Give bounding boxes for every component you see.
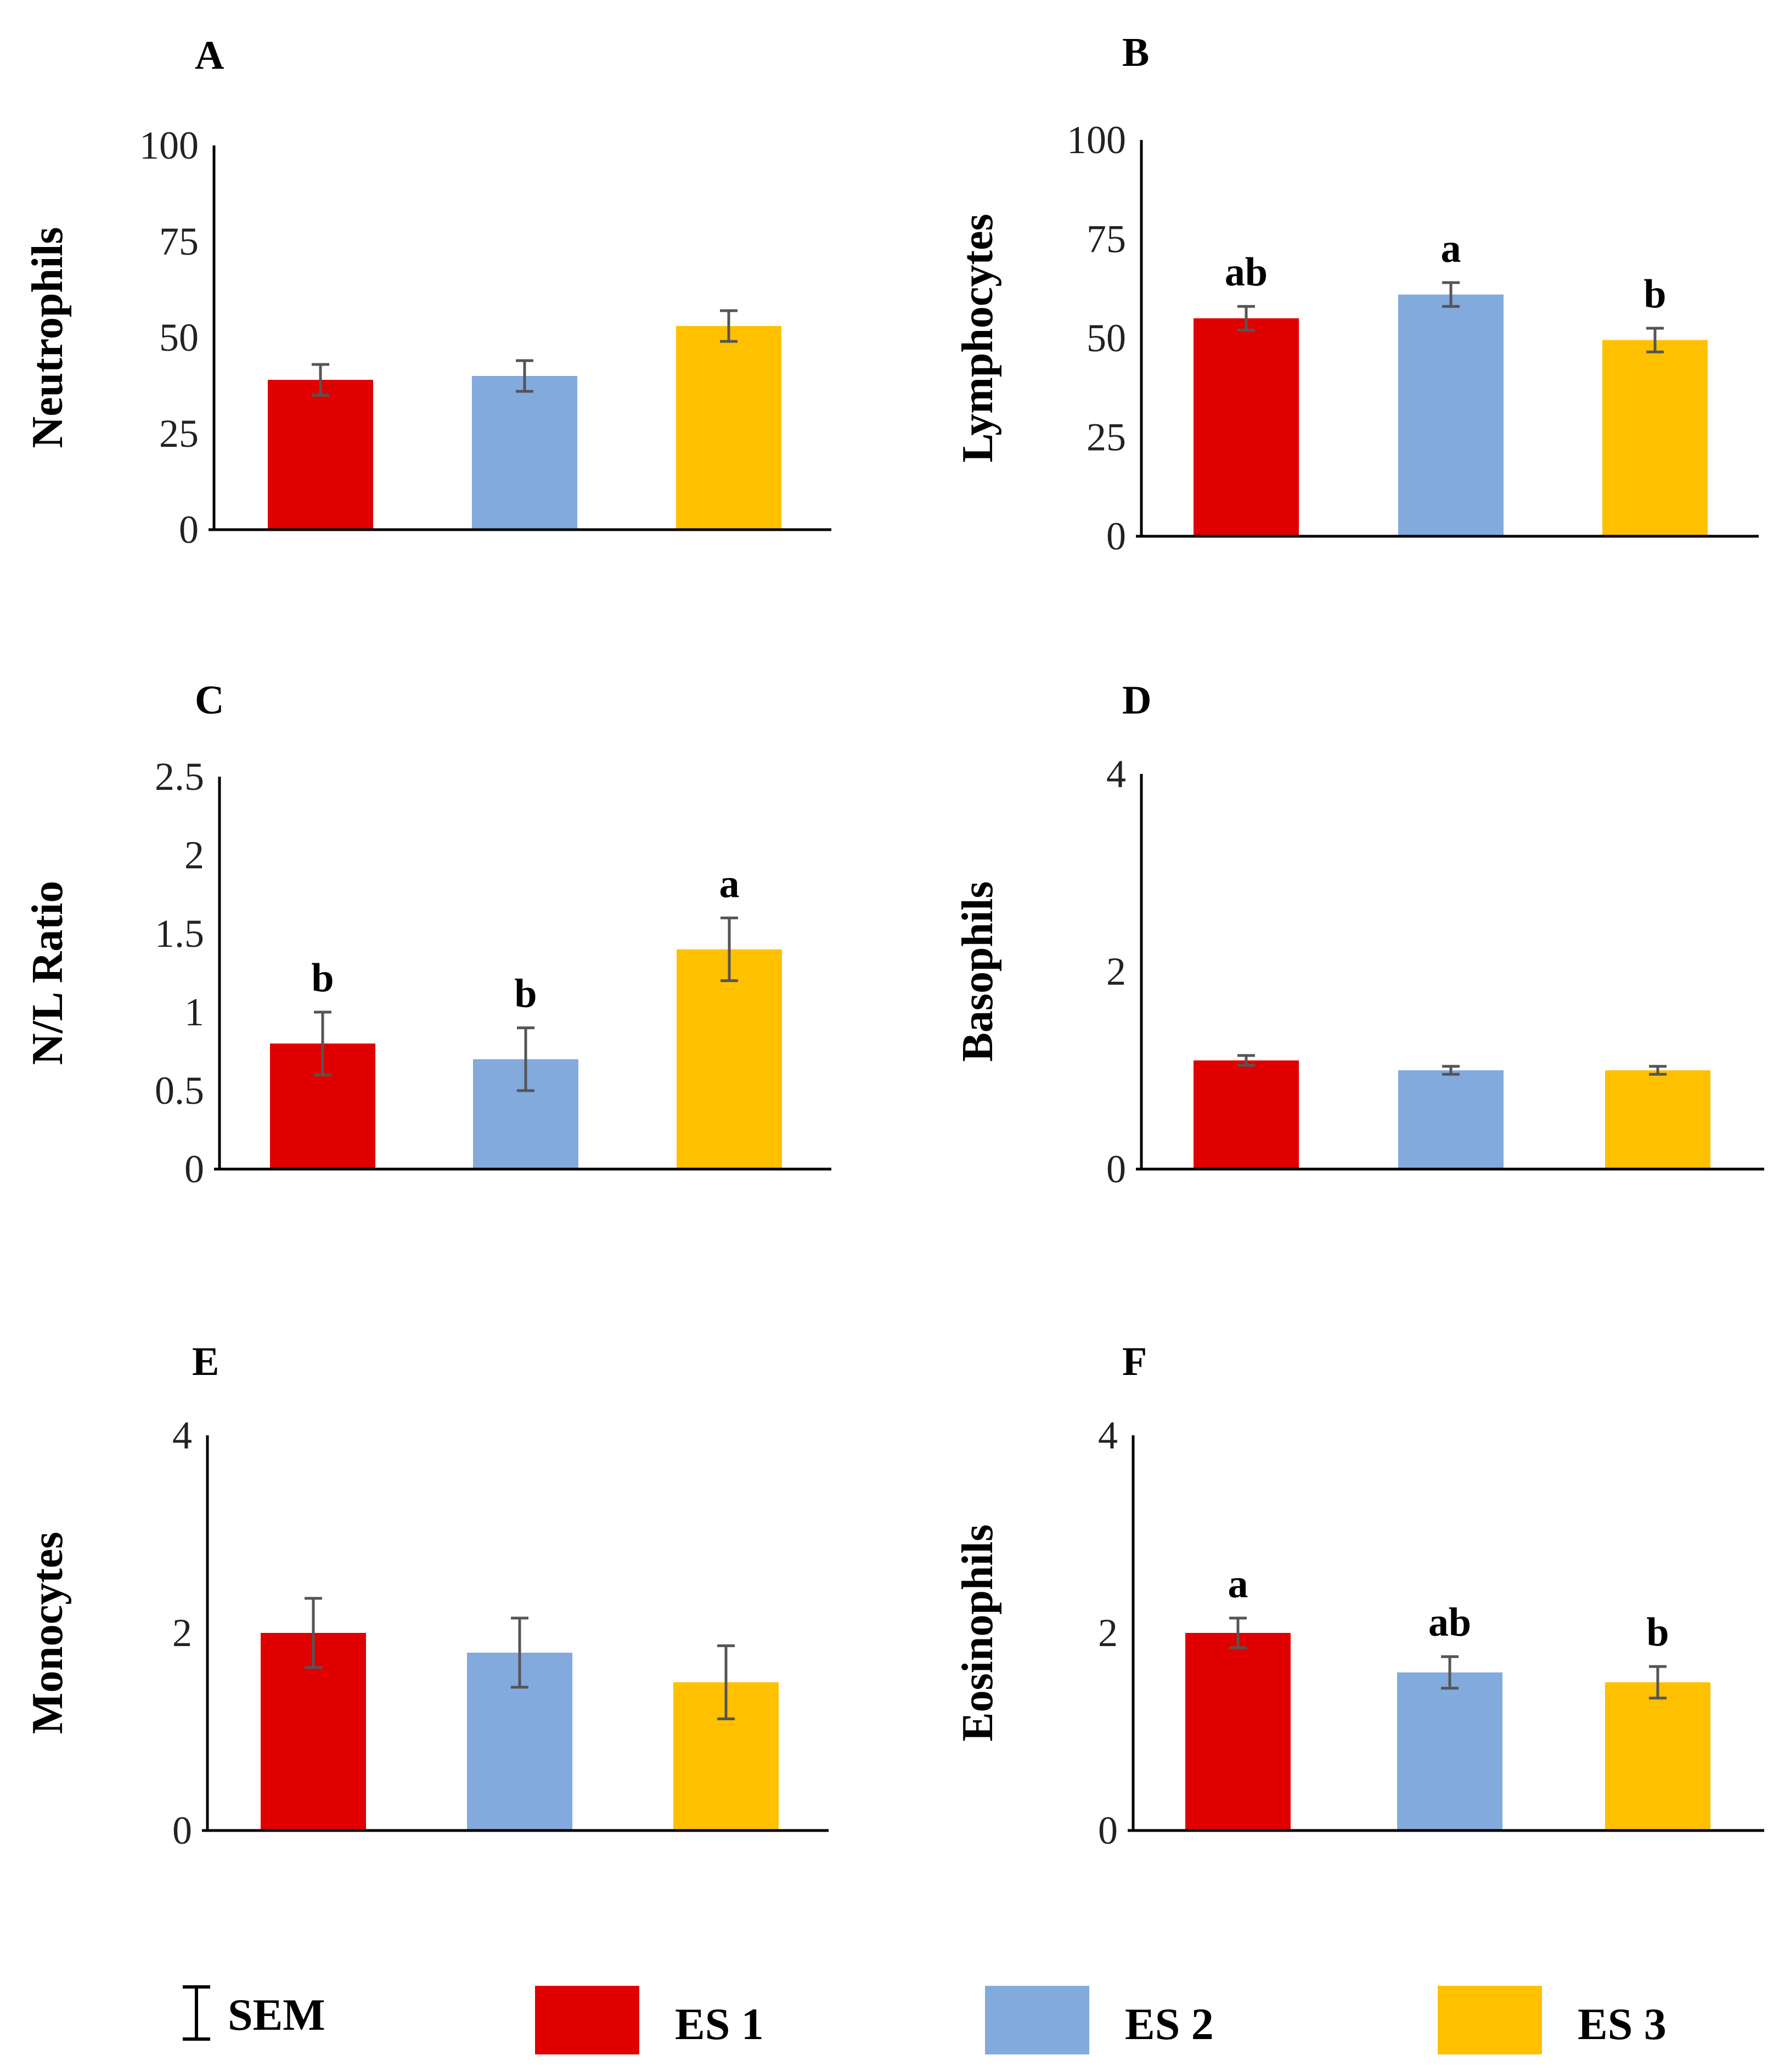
y-tick-label: 0: [179, 508, 199, 552]
bar-es-2: [472, 376, 577, 530]
error-bar: [1649, 1665, 1667, 1700]
bar-es-1: [268, 380, 373, 530]
y-tick-label: 100: [1067, 118, 1126, 162]
error-bar: [1646, 327, 1664, 353]
y-tick-label: 25: [159, 412, 199, 456]
error-bar: [1442, 281, 1460, 308]
y-axis-title: Monocytes: [24, 1532, 72, 1734]
legend-item-es-3: ES 3: [1438, 1986, 1667, 2054]
y-tick-label: 4: [1098, 1413, 1118, 1457]
bar-es-3: [1605, 1070, 1710, 1169]
y-tick-label: 0: [172, 1809, 192, 1852]
y-tick-label: 0: [1106, 514, 1126, 558]
error-bar: [1237, 305, 1255, 332]
error-bar: [1229, 1616, 1247, 1649]
bar-es-3: [1602, 340, 1708, 536]
legend-swatch: [1438, 1986, 1542, 2054]
error-bar: [312, 363, 329, 397]
y-tick-label: 25: [1087, 415, 1126, 459]
error-bar: [516, 359, 533, 393]
error-bar: [305, 1597, 322, 1669]
panel-letter: D: [1122, 678, 1151, 723]
bar-es-1: [1185, 1633, 1291, 1830]
error-bar: [511, 1616, 528, 1689]
y-tick-label: 1.5: [155, 912, 204, 956]
significance-label: a: [719, 861, 740, 906]
panel-e: E Monocytes 0 2 4: [24, 1339, 829, 1852]
y-tick-label: 0: [1098, 1809, 1118, 1852]
bar-es-3: [677, 949, 782, 1169]
panel-letter: C: [195, 678, 224, 723]
panel-a: A Neutrophils 0 25 50 75 100: [24, 33, 831, 552]
y-tick-label: 1: [184, 990, 204, 1034]
bar-es-1: [1194, 1060, 1299, 1169]
legend-label: ES 1: [675, 1999, 764, 2049]
significance-label: ab: [1428, 1600, 1471, 1645]
panel-letter: E: [192, 1339, 219, 1384]
significance-label: b: [311, 956, 334, 1001]
panel-letter: B: [1122, 30, 1149, 75]
legend-label: ES 3: [1578, 1999, 1667, 2049]
legend-label: ES 2: [1125, 1999, 1214, 2049]
panel-d: D Basophils 0 2 4: [954, 678, 1764, 1191]
y-tick-label: 50: [1087, 316, 1126, 360]
significance-label: ab: [1225, 250, 1268, 295]
error-bar: [720, 309, 738, 343]
bar-es-2: [1398, 294, 1504, 536]
y-tick-label: 2: [172, 1611, 192, 1655]
y-tick-label: 75: [159, 220, 199, 263]
significance-label: a: [1441, 226, 1461, 271]
y-tick-label: 4: [1106, 752, 1126, 796]
y-tick-label: 50: [159, 316, 199, 360]
legend-sem-label: SEM: [228, 1990, 325, 2040]
error-bar: [1237, 1054, 1255, 1067]
bar-es-3: [1605, 1682, 1710, 1830]
legend-item-es-2: ES 2: [985, 1986, 1214, 2054]
y-tick-label: 0: [184, 1147, 204, 1191]
bar-es-2: [1397, 1672, 1502, 1830]
panel-f: F Eosinophils 0 2 4 a ab b: [954, 1339, 1764, 1852]
error-bar: [720, 916, 738, 982]
y-axis-title: Neutrophils: [24, 227, 72, 448]
bar-es-1: [1194, 318, 1299, 536]
panel-letter: F: [1122, 1339, 1147, 1384]
legend-swatch: [985, 1986, 1089, 2054]
legend: SEM ES 1 ES 2 ES 3: [183, 1985, 1667, 2054]
error-bar: [1441, 1655, 1459, 1690]
error-bar: [717, 1644, 735, 1721]
y-tick-label: 75: [1087, 217, 1126, 261]
panel-letter: A: [195, 33, 224, 78]
y-axis-title: Eosinophils: [954, 1524, 1002, 1742]
error-bar: [517, 1026, 534, 1092]
y-tick-label: 100: [139, 123, 199, 167]
y-axis-title: Basophils: [954, 881, 1002, 1062]
bar-es-3: [676, 326, 781, 530]
y-tick-label: 2: [1098, 1611, 1118, 1655]
y-tick-label: 2: [1106, 950, 1126, 993]
error-bar: [1442, 1065, 1460, 1076]
significance-label: b: [1646, 1610, 1669, 1655]
y-axis-title: Lymphocytes: [954, 214, 1002, 462]
legend-item-es-1: ES 1: [535, 1986, 764, 2054]
y-tick-label: 0: [1106, 1147, 1126, 1191]
panel-c: C N/L Ratio 0 0.5 1 1.5 2 2.5 b b a: [24, 678, 831, 1191]
legend-sem: SEM: [183, 1985, 325, 2041]
significance-label: a: [1228, 1562, 1248, 1607]
bar-es-2: [1398, 1070, 1504, 1169]
y-tick-label: 4: [172, 1413, 192, 1457]
error-bar: [314, 1010, 331, 1076]
y-tick-label: 2.5: [155, 755, 204, 799]
significance-label: b: [1643, 272, 1666, 317]
y-axis-title: N/L Ratio: [24, 881, 72, 1065]
legend-swatch: [535, 1986, 639, 2054]
error-bar: [1649, 1065, 1667, 1076]
y-tick-label: 2: [184, 833, 204, 877]
y-tick-label: 0.5: [155, 1069, 204, 1113]
significance-label: b: [514, 972, 537, 1017]
